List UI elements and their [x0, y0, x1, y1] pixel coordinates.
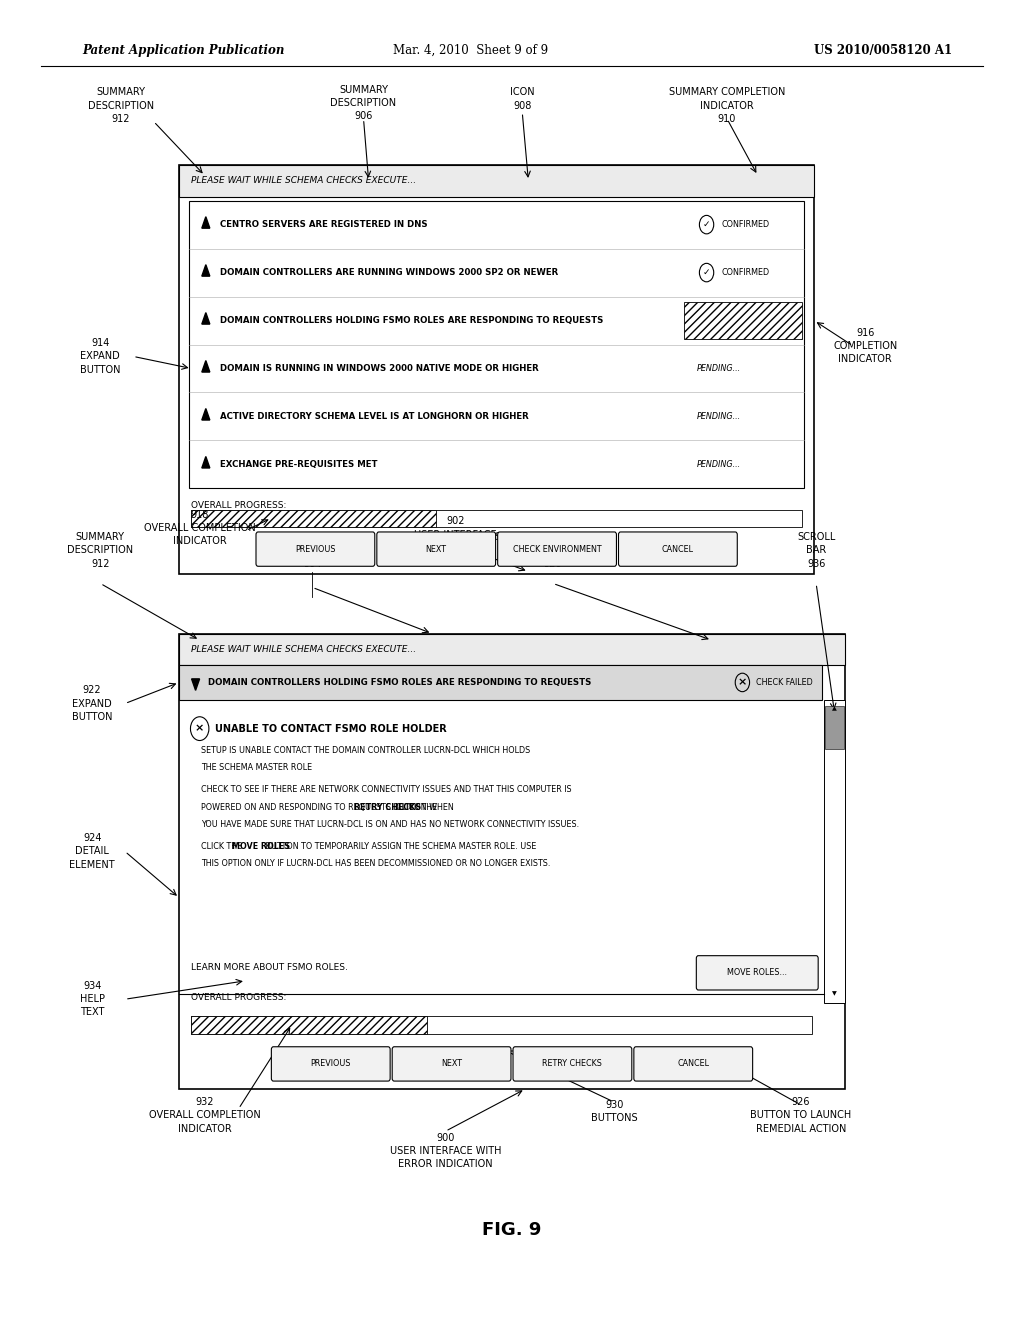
Text: PENDING...: PENDING...: [696, 459, 740, 469]
Text: OVERALL PROGRESS:: OVERALL PROGRESS:: [191, 502, 287, 510]
Text: 922
EXPAND
BUTTON: 922 EXPAND BUTTON: [72, 685, 113, 722]
Polygon shape: [202, 409, 210, 420]
Text: PENDING...: PENDING...: [696, 412, 740, 421]
Polygon shape: [202, 264, 210, 276]
Text: PREVIOUS: PREVIOUS: [310, 1060, 351, 1068]
Bar: [684, 302, 802, 339]
Text: PENDING...: PENDING...: [696, 364, 740, 374]
Bar: [191, 1016, 427, 1034]
Text: CLICK THE: CLICK THE: [201, 842, 245, 851]
Text: ▼: ▼: [833, 991, 837, 997]
Text: 932
OVERALL COMPLETION
INDICATOR: 932 OVERALL COMPLETION INDICATOR: [148, 1097, 261, 1134]
Text: ×: ×: [737, 677, 748, 688]
Bar: [189, 201, 804, 488]
Text: DOMAIN IS RUNNING IN WINDOWS 2000 NATIVE MODE OR HIGHER: DOMAIN IS RUNNING IN WINDOWS 2000 NATIVE…: [220, 364, 539, 374]
Polygon shape: [202, 313, 210, 325]
Text: CHECK ENVIRONMENT: CHECK ENVIRONMENT: [513, 545, 601, 553]
Text: MOVE ROLES: MOVE ROLES: [231, 842, 290, 851]
Bar: [179, 634, 845, 665]
Text: 918
OVERALL COMPLETION
INDICATOR: 918 OVERALL COMPLETION INDICATOR: [143, 510, 256, 546]
Text: ACTIVE DIRECTORY SCHEMA LEVEL IS AT LONGHORN OR HIGHER: ACTIVE DIRECTORY SCHEMA LEVEL IS AT LONG…: [220, 412, 529, 421]
Polygon shape: [191, 678, 200, 690]
Bar: [191, 510, 435, 527]
FancyBboxPatch shape: [271, 1047, 390, 1081]
Bar: [179, 165, 814, 574]
Bar: [191, 510, 802, 527]
Text: PLEASE WAIT WHILE SCHEMA CHECKS EXECUTE...: PLEASE WAIT WHILE SCHEMA CHECKS EXECUTE.…: [191, 177, 417, 185]
Text: POWERED ON AND RESPONDING TO REQUESTS. CLICK THE: POWERED ON AND RESPONDING TO REQUESTS. C…: [201, 803, 439, 812]
Text: SUMMARY
DESCRIPTION
906: SUMMARY DESCRIPTION 906: [331, 84, 396, 121]
Text: DOMAIN CONTROLLERS ARE RUNNING WINDOWS 2000 SP2 OR NEWER: DOMAIN CONTROLLERS ARE RUNNING WINDOWS 2…: [220, 268, 558, 277]
Text: 902
USER INTERFACE: 902 USER INTERFACE: [415, 516, 497, 540]
Bar: [179, 634, 845, 1089]
Text: Mar. 4, 2010  Sheet 9 of 9: Mar. 4, 2010 Sheet 9 of 9: [393, 44, 549, 57]
Text: 900
USER INTERFACE WITH
ERROR INDICATION: 900 USER INTERFACE WITH ERROR INDICATION: [390, 1133, 501, 1170]
Text: CONFIRMED: CONFIRMED: [722, 268, 770, 277]
Text: MOVE ROLES...: MOVE ROLES...: [727, 969, 787, 977]
Text: PLEASE WAIT WHILE SCHEMA CHECKS EXECUTE...: PLEASE WAIT WHILE SCHEMA CHECKS EXECUTE.…: [191, 645, 417, 653]
Text: NEXT: NEXT: [426, 545, 446, 553]
Text: SUMMARY COMPLETION
INDICATOR
920: SUMMARY COMPLETION INDICATOR 920: [495, 532, 611, 569]
Bar: [824, 700, 845, 1003]
Text: ✓: ✓: [702, 220, 711, 230]
Text: 924
DETAIL
ELEMENT: 924 DETAIL ELEMENT: [70, 833, 115, 870]
Text: 934
HELP
TEXT: 934 HELP TEXT: [80, 981, 104, 1018]
Text: PREVIOUS: PREVIOUS: [295, 545, 336, 553]
Bar: [825, 706, 844, 748]
FancyBboxPatch shape: [256, 532, 375, 566]
Text: SUMMARY
DESCRIPTION
912: SUMMARY DESCRIPTION 912: [68, 532, 133, 569]
Text: LEARN MORE ABOUT FSMO ROLES.: LEARN MORE ABOUT FSMO ROLES.: [191, 964, 348, 972]
Text: RETRY CHECKS: RETRY CHECKS: [353, 803, 421, 812]
Text: SETUP IS UNABLE CONTACT THE DOMAIN CONTROLLER LUCRN-DCL WHICH HOLDS: SETUP IS UNABLE CONTACT THE DOMAIN CONTR…: [201, 746, 530, 755]
Bar: [191, 1016, 812, 1034]
FancyBboxPatch shape: [696, 956, 818, 990]
Text: THE SCHEMA MASTER ROLE: THE SCHEMA MASTER ROLE: [201, 763, 312, 772]
FancyBboxPatch shape: [634, 1047, 753, 1081]
Text: THIS OPTION ONLY IF LUCRN-DCL HAS BEEN DECOMMISSIONED OR NO LONGER EXISTS.: THIS OPTION ONLY IF LUCRN-DCL HAS BEEN D…: [201, 859, 550, 869]
FancyBboxPatch shape: [377, 532, 496, 566]
Text: ▲: ▲: [833, 706, 837, 711]
Polygon shape: [202, 360, 210, 372]
Text: 926
BUTTON TO LAUNCH
REMEDIAL ACTION: 926 BUTTON TO LAUNCH REMEDIAL ACTION: [751, 1097, 851, 1134]
Text: FIG. 9: FIG. 9: [482, 1221, 542, 1239]
Text: DOMAIN CONTROLLERS HOLDING FSMO ROLES ARE RESPONDING TO REQUESTS: DOMAIN CONTROLLERS HOLDING FSMO ROLES AR…: [220, 315, 603, 325]
Text: CONFIRMED: CONFIRMED: [722, 220, 770, 230]
Bar: [179, 665, 822, 700]
Text: YOU HAVE MADE SURE THAT LUCRN-DCL IS ON AND HAS NO NETWORK CONNECTIVITY ISSUES.: YOU HAVE MADE SURE THAT LUCRN-DCL IS ON …: [201, 820, 579, 829]
Text: ✓: ✓: [702, 268, 711, 277]
Polygon shape: [202, 457, 210, 469]
Text: BUTTON TO TEMPORARILY ASSIGN THE SCHEMA MASTER ROLE. USE: BUTTON TO TEMPORARILY ASSIGN THE SCHEMA …: [263, 842, 537, 851]
Text: BUTTON WHEN: BUTTON WHEN: [391, 803, 454, 812]
Text: UNABLE TO CONTACT FSMO ROLE HOLDER: UNABLE TO CONTACT FSMO ROLE HOLDER: [215, 723, 446, 734]
Text: USER
INTERFACE
904: USER INTERFACE 904: [286, 532, 339, 569]
Text: NEXT: NEXT: [441, 1060, 462, 1068]
Text: Patent Application Publication: Patent Application Publication: [82, 44, 285, 57]
FancyBboxPatch shape: [392, 1047, 511, 1081]
Text: 930
BUTTONS: 930 BUTTONS: [591, 1100, 638, 1123]
Text: CANCEL: CANCEL: [677, 1060, 710, 1068]
Text: CHECK TO SEE IF THERE ARE NETWORK CONNECTIVITY ISSUES AND THAT THIS COMPUTER IS: CHECK TO SEE IF THERE ARE NETWORK CONNEC…: [201, 785, 571, 795]
Text: 914
EXPAND
BUTTON: 914 EXPAND BUTTON: [80, 338, 121, 375]
Text: SUMMARY COMPLETION
INDICATOR
910: SUMMARY COMPLETION INDICATOR 910: [669, 87, 785, 124]
Text: US 2010/0058120 A1: US 2010/0058120 A1: [814, 44, 952, 57]
FancyBboxPatch shape: [513, 1047, 632, 1081]
Text: CANCEL: CANCEL: [662, 545, 694, 553]
Text: SCROLL
BAR
936: SCROLL BAR 936: [797, 532, 836, 569]
Text: OVERALL PROGRESS:: OVERALL PROGRESS:: [191, 993, 287, 1002]
Text: CHECK FAILED: CHECK FAILED: [756, 678, 812, 686]
Text: SUMMARY
DESCRIPTION
912: SUMMARY DESCRIPTION 912: [88, 87, 154, 124]
Text: ICON
908: ICON 908: [510, 87, 535, 111]
Text: 916
COMPLETION
INDICATOR: 916 COMPLETION INDICATOR: [834, 327, 897, 364]
FancyBboxPatch shape: [498, 532, 616, 566]
Text: ×: ×: [195, 723, 205, 734]
Text: RETRY CHECKS: RETRY CHECKS: [543, 1060, 602, 1068]
Text: CENTRO SERVERS ARE REGISTERED IN DNS: CENTRO SERVERS ARE REGISTERED IN DNS: [220, 220, 428, 230]
Polygon shape: [202, 216, 210, 228]
Text: EXCHANGE PRE-REQUISITES MET: EXCHANGE PRE-REQUISITES MET: [220, 459, 378, 469]
Bar: [179, 165, 814, 197]
Text: DOMAIN CONTROLLERS HOLDING FSMO ROLES ARE RESPONDING TO REQUESTS: DOMAIN CONTROLLERS HOLDING FSMO ROLES AR…: [208, 678, 591, 686]
FancyBboxPatch shape: [618, 532, 737, 566]
